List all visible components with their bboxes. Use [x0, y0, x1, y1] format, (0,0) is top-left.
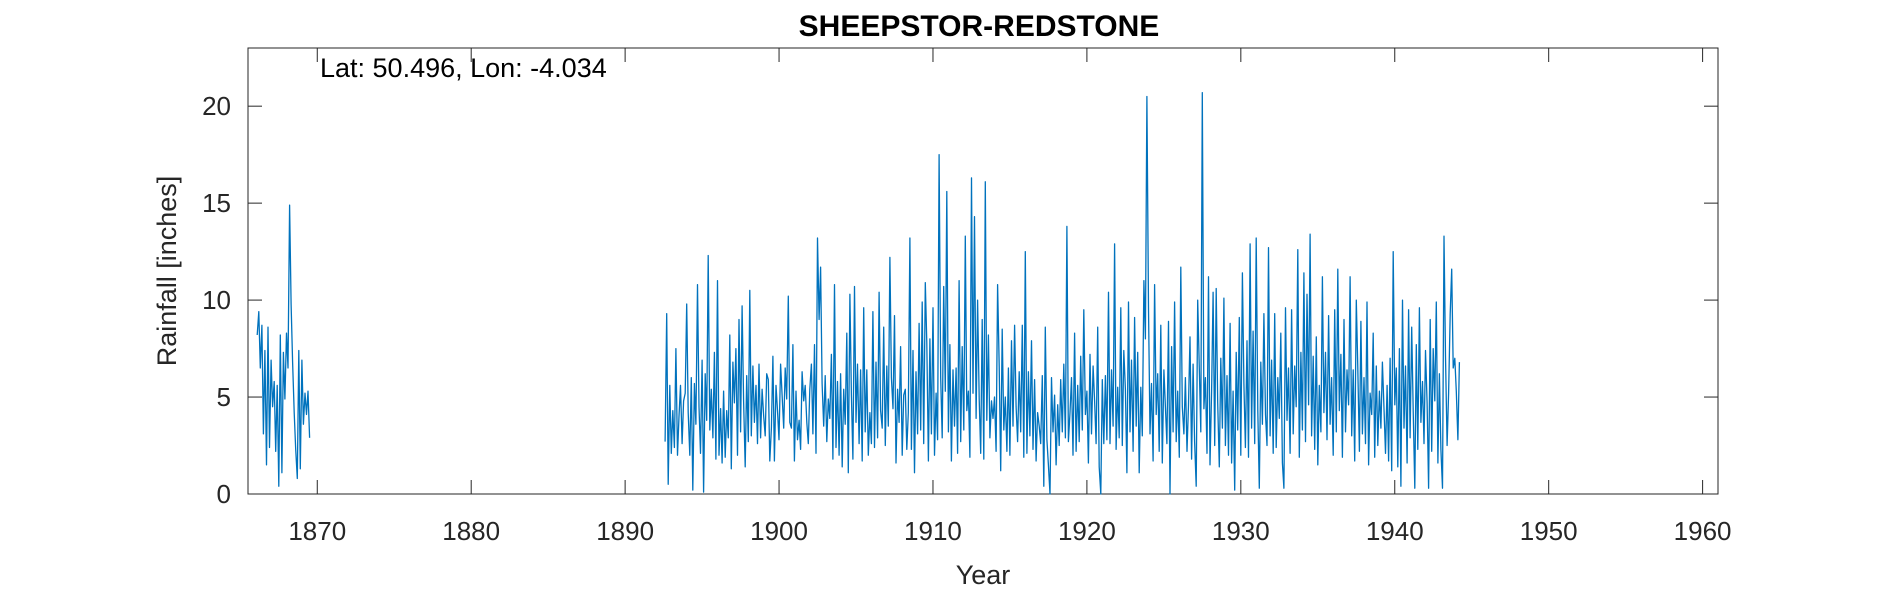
x-tick-label: 1880	[442, 516, 500, 546]
location-annotation: Lat: 50.496, Lon: -4.034	[320, 53, 607, 83]
chart-title: SHEEPSTOR-REDSTONE	[799, 10, 1160, 43]
x-tick-label: 1930	[1212, 516, 1270, 546]
tick-marks	[248, 48, 1718, 495]
x-tick-label: 1960	[1674, 516, 1732, 546]
x-tick-label: 1920	[1058, 516, 1116, 546]
x-tick-labels: 1870 1880 1890 1900 1910 1920 1930 1940 1950 1960	[288, 516, 1731, 546]
x-tick-label: 1910	[904, 516, 962, 546]
rainfall-line-segment	[664, 91, 1461, 495]
y-tick-label: 5	[217, 382, 231, 412]
x-tick-label: 1950	[1520, 516, 1578, 546]
rainfall-series	[256, 91, 1461, 495]
rainfall-line-segment	[256, 204, 311, 487]
plot-area-frame	[247, 47, 1719, 495]
y-tick-label: 0	[217, 479, 231, 509]
y-tick-label: 15	[202, 188, 231, 218]
x-tick-label: 1870	[288, 516, 346, 546]
y-axis-label: Rainfall [inches]	[152, 176, 182, 367]
x-tick-label: 1900	[750, 516, 808, 546]
y-tick-labels: 0 5 10 15 20	[202, 91, 231, 509]
x-axis-label: Year	[956, 560, 1011, 590]
y-tick-label: 10	[202, 285, 231, 315]
y-tick-label: 20	[202, 91, 231, 121]
x-tick-label: 1890	[596, 516, 654, 546]
x-tick-label: 1940	[1366, 516, 1424, 546]
